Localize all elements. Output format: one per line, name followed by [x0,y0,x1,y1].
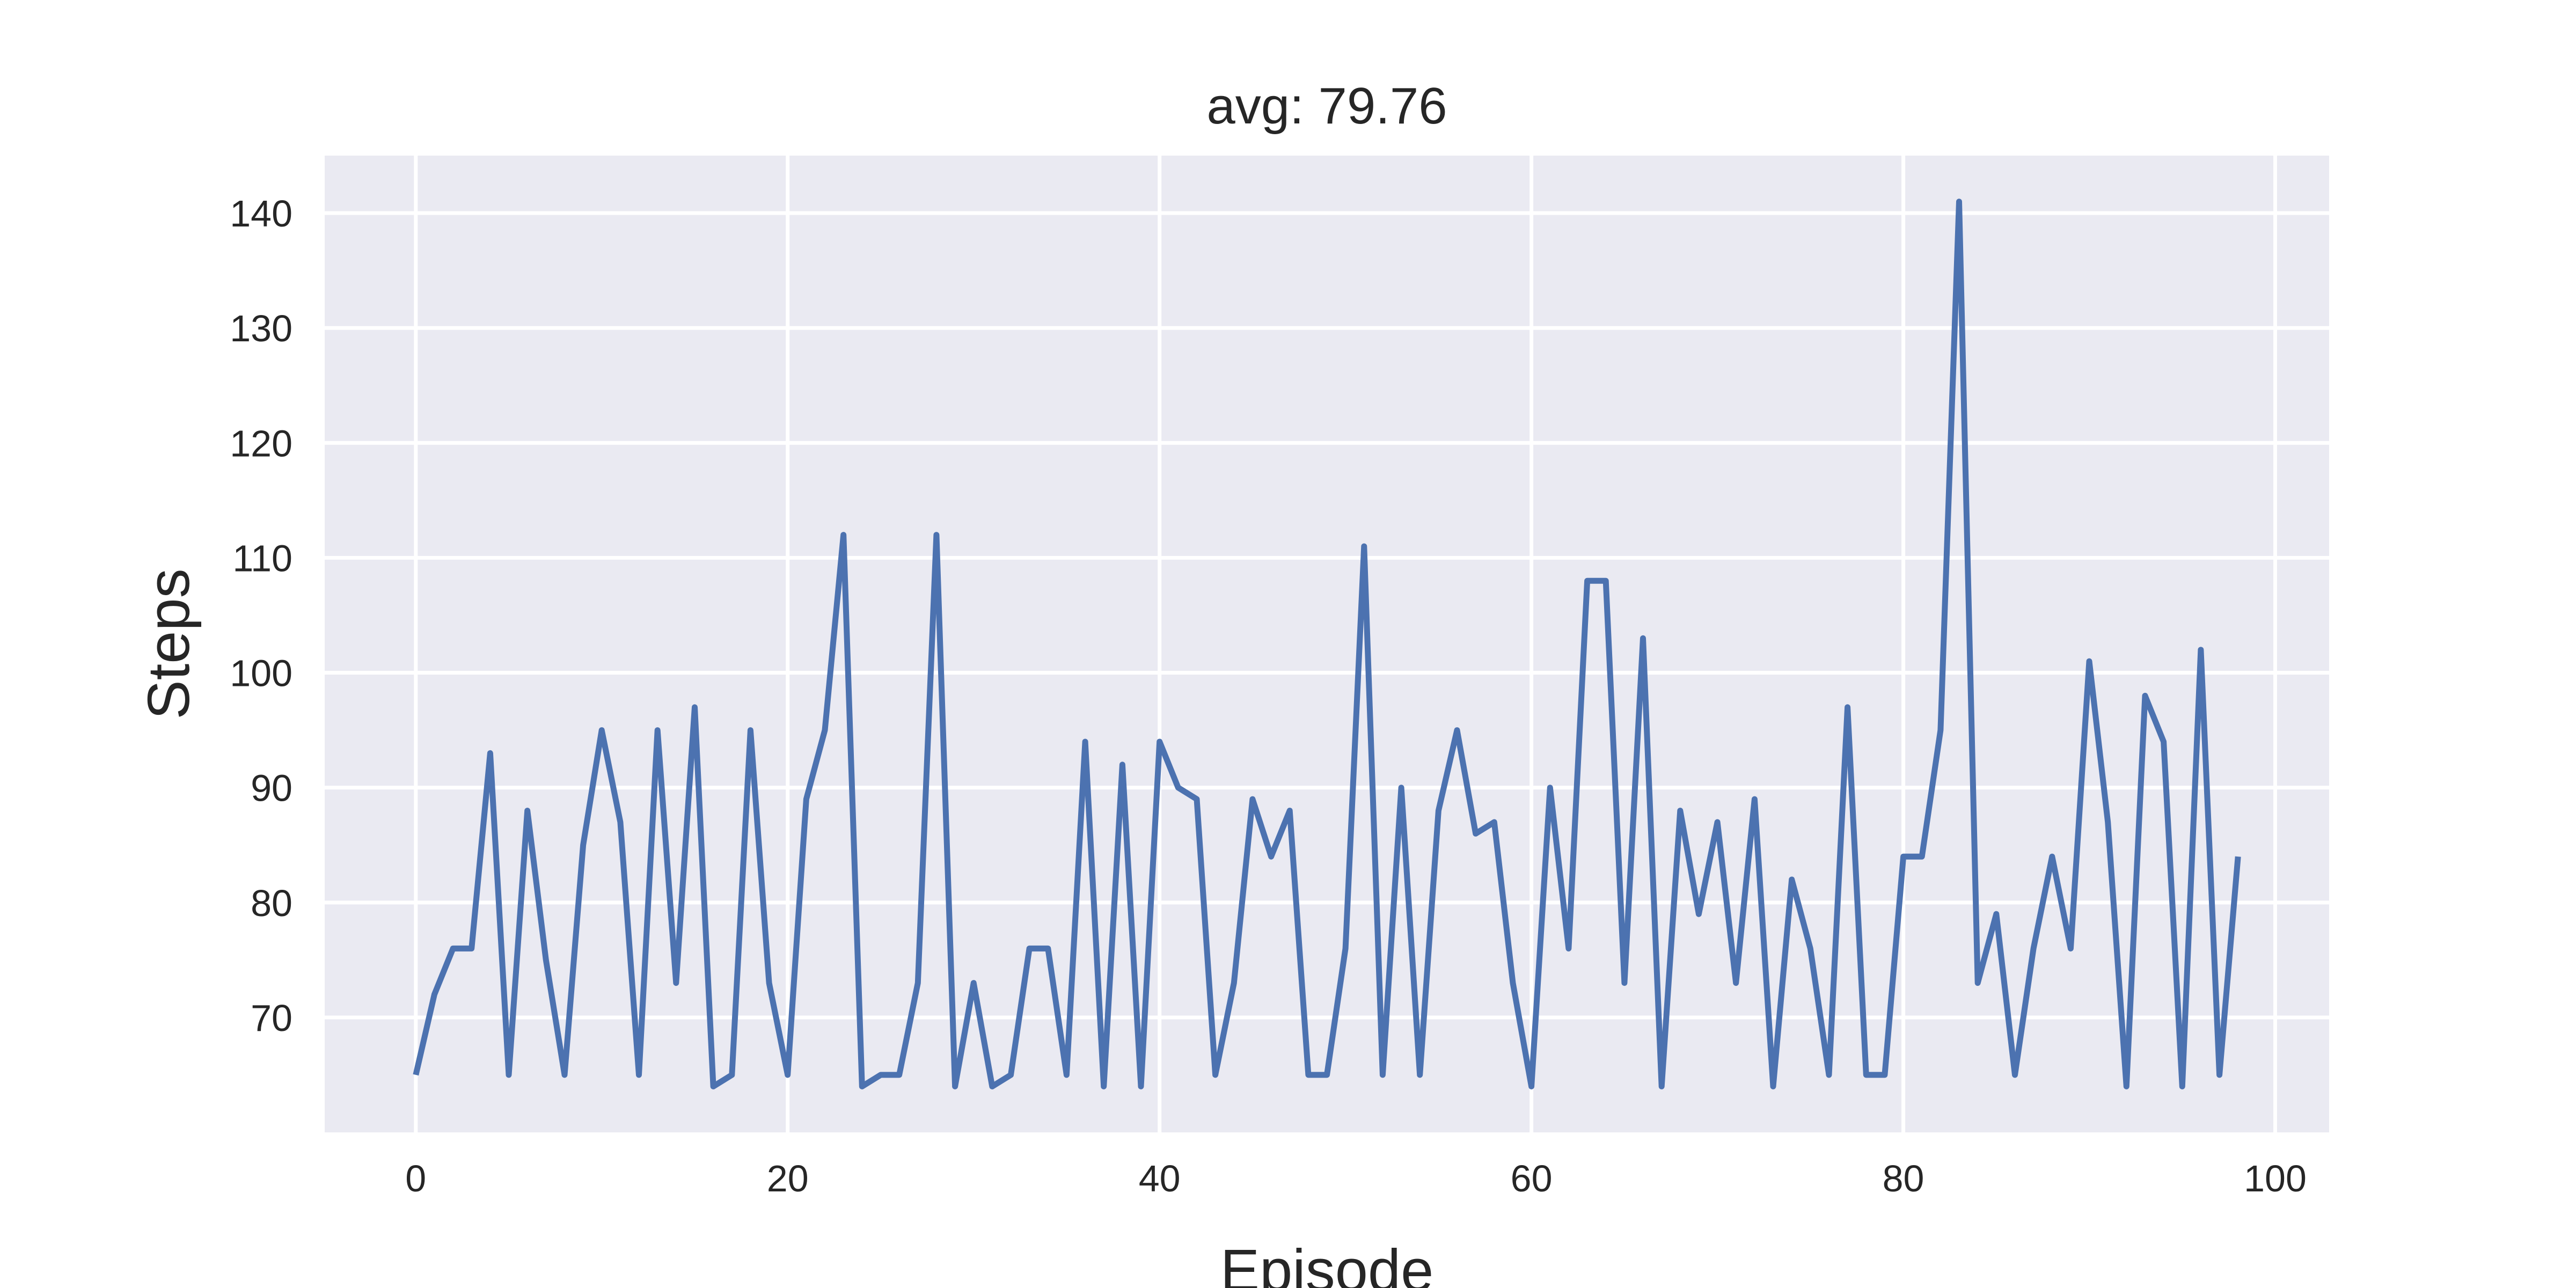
y-tick-label: 110 [232,537,292,579]
y-axis-title: Steps [136,568,202,719]
x-tick-label: 40 [1139,1158,1181,1199]
x-tick-label: 0 [405,1158,426,1199]
y-tick-label: 140 [230,193,292,235]
x-tick-label: 20 [767,1158,809,1199]
x-gridlines [414,156,2278,1132]
y-tick-label: 70 [251,997,292,1039]
series-layer [413,199,2241,1089]
y-tick-labels: 70 80 90 100 110 120 130 140 [230,193,292,1039]
x-axis-title: Episode [1220,1238,1434,1288]
series-line [413,199,2241,1089]
y-tick-label: 80 [251,882,292,924]
y-tick-label: 90 [251,767,292,809]
x-tick-label: 60 [1511,1158,1553,1199]
y-tick-label: 100 [230,653,292,694]
x-tick-labels: 0 20 40 60 80 100 [405,1158,2307,1199]
y-gridlines [325,211,2329,1020]
y-tick-label: 130 [230,308,292,349]
chart-title: avg: 79.76 [1206,77,1447,135]
x-tick-label: 100 [2244,1158,2307,1199]
x-tick-label: 80 [1883,1158,1924,1199]
y-tick-label: 120 [230,422,292,464]
plot-area [325,156,2329,1132]
